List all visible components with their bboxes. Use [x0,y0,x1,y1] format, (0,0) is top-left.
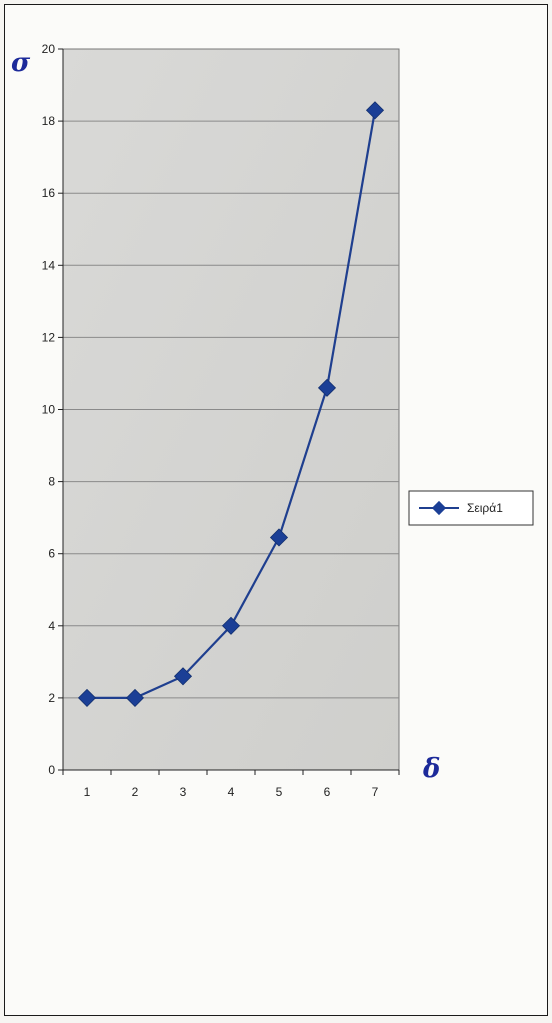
x-tick-label: 7 [372,785,379,799]
y-tick-label: 6 [48,547,55,561]
x-tick-label: 2 [132,785,139,799]
y-tick-label: 12 [42,330,56,344]
y-tick-label: 8 [48,475,55,489]
legend-label: Σειρά1 [467,501,503,515]
y-tick-label: 14 [42,258,56,272]
legend: Σειρά1 [408,490,534,526]
data-point [365,101,385,120]
data-point [173,667,193,686]
data-point [269,528,289,547]
series-layer [77,101,385,707]
y-axis-label: σ [11,48,31,78]
legend-marker [431,500,447,516]
y-tick-label: 4 [48,619,55,633]
x-tick-label: 4 [228,785,235,799]
y-tick-label: 10 [42,403,56,417]
data-point [317,378,337,397]
axes [58,48,400,775]
data-point [221,616,241,635]
y-tick-label: 16 [42,186,56,200]
data-point [125,688,145,707]
y-tick-label: 2 [48,691,55,705]
y-tick-label: 20 [42,42,56,56]
x-tick-label: 3 [180,785,187,799]
x-tick-label: 6 [324,785,331,799]
x-tick-label: 5 [276,785,283,799]
chart-frame: 0 2 4 6 8 10 12 14 16 18 20 1 2 3 4 5 6 7 σ δ Σειρά1 [4,4,548,1016]
x-axis-label: δ [422,754,440,784]
x-tick-label: 1 [84,785,91,799]
y-tick-label: 0 [48,763,55,777]
data-point [77,688,97,707]
y-tick-label: 18 [42,114,56,128]
